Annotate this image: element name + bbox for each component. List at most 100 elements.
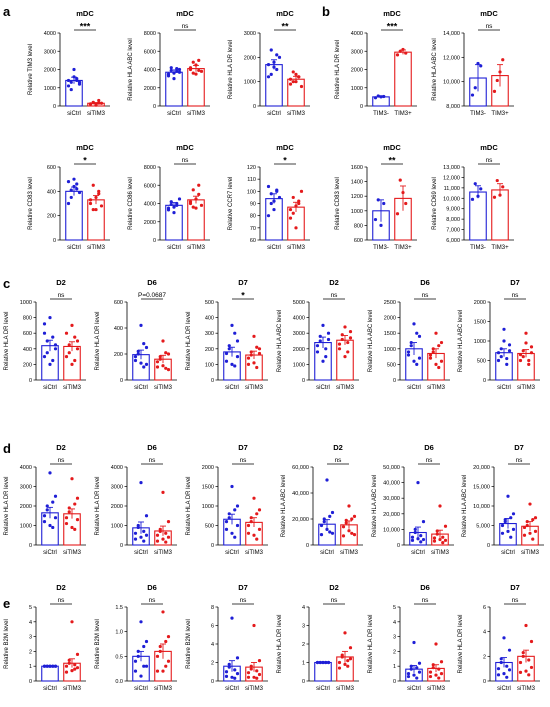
data-point (88, 201, 93, 206)
data-point (438, 537, 442, 542)
data-point (434, 362, 438, 366)
data-point (376, 94, 380, 98)
y-tick-label: 400 (47, 189, 56, 195)
data-point (507, 343, 512, 347)
y-tick-label: 4000 (20, 465, 32, 471)
data-point (164, 639, 168, 644)
data-point (69, 80, 73, 84)
y-tick-label: 2000 (474, 300, 486, 306)
data-point (524, 331, 528, 335)
data-point (321, 323, 325, 327)
data-point (88, 198, 93, 202)
x-tick-label: siTIM3 (154, 686, 173, 692)
y-tick-label: 4000 (111, 465, 123, 471)
chart-title: mDC (76, 9, 94, 18)
data-point (233, 508, 237, 512)
bar-control (41, 665, 59, 682)
data-point (404, 51, 408, 55)
data-point (401, 47, 405, 52)
data-point (166, 208, 171, 212)
y-tick-label: 2 (302, 642, 305, 648)
chart-9: mDC Relative CD69 level 6,000 7,000 8,000 9,0… (432, 143, 514, 251)
significance-label: ns (486, 157, 494, 164)
data-point (45, 508, 49, 512)
x-tick-label: siCtrl (67, 111, 81, 117)
y-tick-label: 4000 (144, 202, 156, 208)
data-point (518, 358, 523, 363)
data-point (166, 659, 171, 663)
significance-label: ns (331, 597, 339, 604)
y-axis-label: Relative HLA DR level (277, 614, 283, 673)
significance-label: ns (182, 23, 190, 30)
data-point (352, 533, 357, 537)
data-point (75, 78, 79, 83)
data-point (406, 350, 411, 354)
chart-19: D2 Relative HLA ABC level 0 20,000 40,000 60,… (281, 443, 363, 556)
data-point (169, 66, 173, 70)
significance-label: ns (512, 597, 520, 604)
x-tick-label: siCtrl (134, 385, 148, 391)
data-point (70, 525, 74, 530)
data-point (346, 659, 350, 663)
data-point (252, 533, 256, 537)
data-point (51, 335, 55, 339)
data-point (235, 339, 240, 343)
chart-title: D6 (147, 443, 157, 452)
data-point (69, 87, 73, 92)
data-point (376, 198, 380, 202)
data-point (252, 334, 256, 338)
y-tick-label: 1000 (351, 86, 363, 92)
data-point (99, 204, 104, 208)
data-point (431, 350, 435, 354)
y-tick-label: 14,000 (443, 31, 460, 37)
x-tick-label: TIM3+ (394, 245, 412, 251)
y-tick-label: 2000 (144, 86, 156, 92)
chart-7: mDC Relative CCR7 level 60 70 80 90 100 110 120 s… (228, 143, 310, 251)
data-point (528, 502, 532, 506)
y-tick-label: 15,000 (473, 485, 490, 491)
x-tick-label: siTIM3 (245, 385, 264, 391)
chart-1: mDC Relative HLA ABC level 0 2000 4000 6000 80… (128, 9, 210, 117)
data-point (318, 339, 322, 343)
data-point (73, 527, 77, 532)
x-tick-label: siCtrl (497, 385, 511, 391)
data-point (144, 362, 149, 366)
significance-label: *** (387, 22, 398, 32)
data-point (144, 345, 149, 350)
y-tick-label: 2000 (351, 68, 363, 74)
data-point (75, 347, 80, 351)
data-point (529, 639, 534, 644)
data-point (51, 525, 55, 530)
data-point (257, 659, 262, 663)
data-point (172, 77, 176, 81)
data-point (91, 101, 95, 105)
data-point (315, 660, 320, 665)
y-tick-label: 2500 (384, 300, 396, 306)
y-axis-label: Relative CCR7 level (228, 177, 234, 231)
significance-label: ns (486, 23, 494, 30)
data-point (521, 355, 525, 359)
data-point (502, 636, 506, 640)
data-point (415, 362, 419, 366)
data-point (272, 199, 276, 203)
data-point (252, 623, 256, 628)
y-tick-label: 600 (354, 238, 363, 244)
y-tick-label: 8,000 (446, 104, 460, 110)
y-axis-label: Relative HLA ABC level (462, 475, 468, 537)
data-point (322, 517, 326, 521)
data-point (410, 538, 415, 542)
chart-title: D6 (420, 278, 430, 287)
y-tick-label: 120 (247, 165, 256, 171)
x-tick-label: siCtrl (411, 550, 425, 556)
chart-27: D7 Relative HLA DR level 0 2 4 6 siCtrl siTIM3 n… (458, 583, 540, 692)
data-point (409, 344, 413, 348)
significance-label: ns (240, 457, 248, 464)
data-point (294, 204, 298, 208)
data-point (233, 331, 237, 335)
data-point (395, 53, 400, 57)
data-point (133, 659, 138, 663)
data-point (506, 529, 510, 533)
data-point (72, 67, 76, 72)
y-axis-label: Relative CD69 level (432, 177, 438, 230)
